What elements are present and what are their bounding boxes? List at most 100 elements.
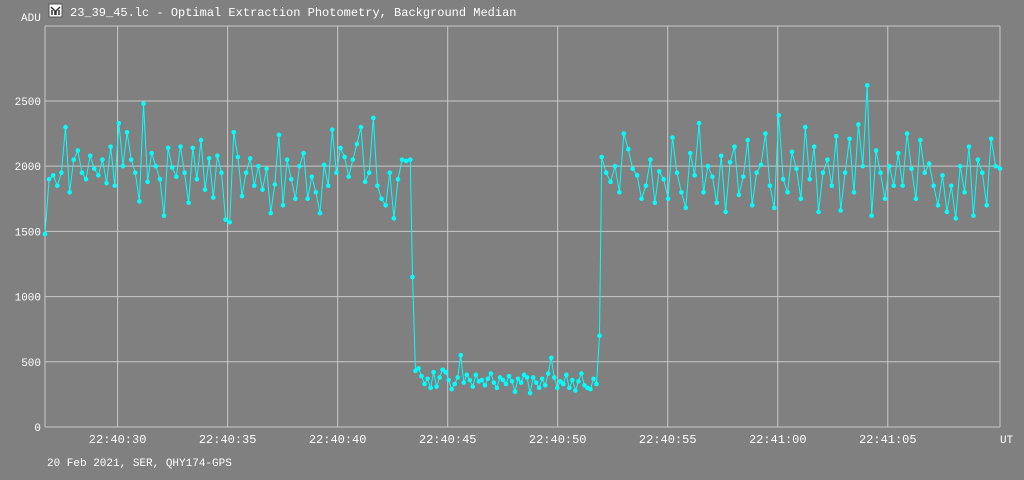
data-point	[329, 127, 335, 132]
data-point	[794, 166, 799, 172]
data-point	[321, 162, 327, 168]
data-point	[354, 141, 360, 147]
data-point	[443, 369, 448, 375]
grid	[45, 26, 1000, 428]
data-point	[741, 174, 746, 179]
data-point	[358, 124, 364, 130]
x-axis-label: UT	[1000, 435, 1014, 447]
data-point	[683, 205, 689, 211]
data-point	[338, 145, 343, 151]
title-bar: 23_39_45.lc - Optimal Extraction Photome…	[48, 3, 516, 20]
data-point	[536, 385, 542, 391]
data-point	[67, 189, 72, 195]
data-point	[301, 150, 306, 156]
data-point	[687, 150, 693, 156]
data-point	[350, 157, 356, 162]
y-tick-label: 0	[34, 423, 41, 435]
data-point	[334, 170, 339, 176]
data-point	[223, 217, 228, 222]
data-point	[325, 183, 331, 189]
data-point	[679, 189, 684, 195]
data-point	[198, 137, 204, 143]
data-point	[280, 203, 286, 208]
data-point	[718, 153, 724, 159]
data-point	[425, 376, 430, 382]
data-point	[434, 384, 439, 389]
x-tick-label: 22:40:35	[199, 433, 257, 447]
x-tick-label: 22:40:50	[529, 433, 587, 447]
data-point	[882, 196, 888, 202]
data-point	[661, 176, 666, 182]
data-point	[891, 183, 897, 189]
data-point	[557, 379, 563, 384]
data-point	[458, 352, 464, 358]
data-point	[785, 189, 790, 195]
axes	[44, 25, 1001, 428]
data-point	[500, 377, 506, 383]
data-point	[988, 136, 994, 142]
data-point	[313, 189, 319, 195]
data-point	[422, 381, 427, 387]
data-point	[829, 183, 835, 189]
data-point	[260, 187, 265, 192]
x-ticks: 22:40:30 22:40:35 22:40:40 22:40:45 22:40:50…	[89, 433, 917, 447]
data-point	[904, 131, 910, 136]
data-point	[732, 144, 737, 149]
data-point	[705, 163, 711, 169]
x-tick-label: 22:41:00	[749, 433, 807, 447]
data-point	[984, 203, 990, 208]
data-point	[802, 124, 808, 130]
data-point	[576, 379, 581, 384]
data-point	[997, 166, 1003, 172]
data-point	[749, 203, 755, 208]
data-point	[634, 173, 640, 178]
data-point	[55, 183, 60, 189]
data-point	[470, 384, 476, 389]
data-point	[524, 375, 530, 380]
x-tick-label: 22:40:40	[309, 433, 367, 447]
data-point	[182, 170, 187, 176]
data-point	[293, 196, 298, 202]
data-point	[772, 205, 777, 211]
data-point	[362, 179, 368, 185]
x-tick-label: 22:41:05	[859, 433, 917, 447]
data-point	[714, 200, 720, 206]
data-point	[366, 170, 372, 176]
data-point	[83, 176, 89, 182]
data-point	[530, 375, 536, 380]
data-point	[515, 376, 521, 382]
data-point	[75, 148, 81, 153]
data-point	[342, 154, 347, 160]
data-point	[479, 377, 485, 383]
data-point	[895, 150, 901, 156]
data-point	[979, 170, 985, 176]
data-point	[860, 163, 866, 169]
data-point	[497, 375, 503, 380]
data-point	[527, 390, 533, 396]
data-point	[780, 176, 786, 182]
data-point	[533, 380, 539, 385]
data-point	[570, 377, 575, 383]
data-point	[252, 183, 257, 189]
data-point	[464, 372, 470, 378]
data-point	[736, 192, 742, 198]
data-point	[169, 165, 175, 170]
data-point	[900, 183, 905, 189]
data-point	[410, 274, 415, 280]
data-point	[789, 149, 795, 155]
data-point	[416, 366, 421, 371]
data-point	[202, 187, 208, 192]
data-point	[141, 101, 146, 106]
data-point	[617, 189, 622, 195]
data-point	[399, 157, 405, 162]
data-point	[227, 219, 232, 225]
data-point	[542, 382, 548, 388]
data-point	[145, 179, 150, 185]
y-tick-label: 500	[21, 358, 41, 370]
data-point	[851, 189, 857, 195]
data-point	[149, 150, 155, 156]
data-point	[132, 170, 138, 176]
data-point	[665, 196, 671, 202]
data-point	[194, 176, 200, 182]
data-point	[91, 166, 97, 172]
